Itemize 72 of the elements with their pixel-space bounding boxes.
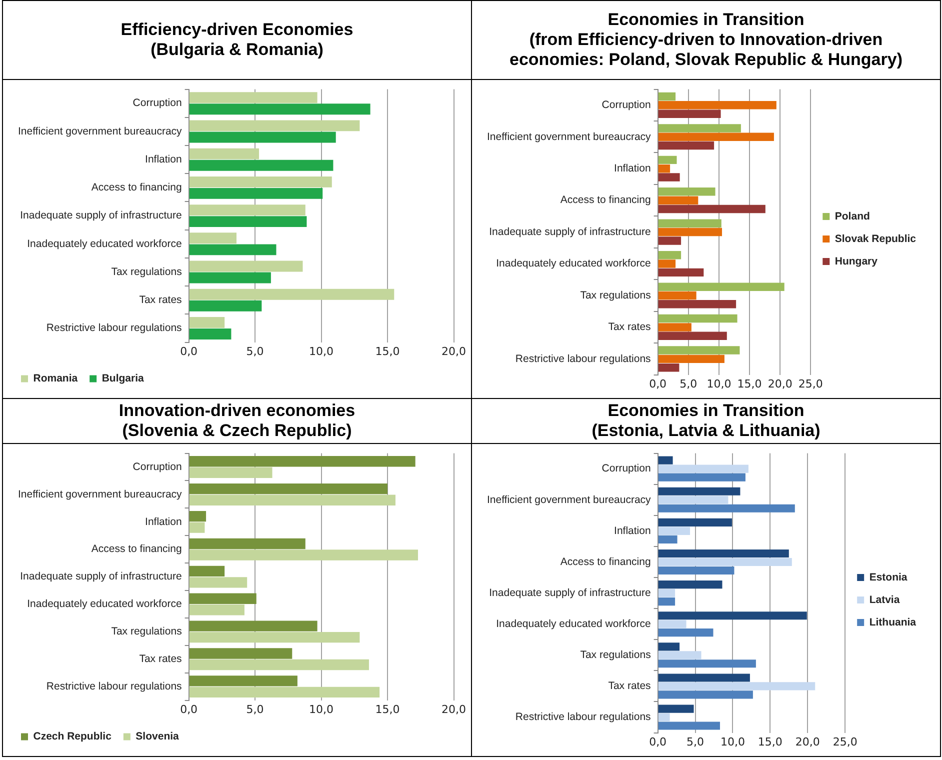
y-tick-label: Corruption xyxy=(602,462,651,475)
x-tick-label: 15,0 xyxy=(375,344,400,358)
y-tick-label: Tax regulations xyxy=(111,266,182,278)
y-tick-label: Inflation xyxy=(145,153,182,166)
chart-title: Efficiency-driven Economies (Bulgaria & Romania) xyxy=(3,1,471,80)
y-tick-label: Inefficient government bureaucracy xyxy=(486,130,652,143)
y-tick-label: Inadequately educated workforce xyxy=(27,238,182,250)
y-tick-label: Inflation xyxy=(614,162,651,174)
x-tick-label: 0,0 xyxy=(649,377,667,390)
y-tick-label: Tax rates xyxy=(139,653,182,666)
y-tick-label: Inadequately educated workforce xyxy=(496,258,651,270)
x-tick-label: 20,0 xyxy=(442,344,466,358)
x-tick-label: 10,0 xyxy=(309,344,334,358)
chart-title: Economies in Transition (from Efficiency-driven to Innovation-driven economies: Poland, Slovak Republic & Hungary) xyxy=(472,1,940,80)
legend-label: Estonia xyxy=(869,571,908,584)
x-tick-label: 10,0 xyxy=(309,702,334,716)
legend-label: Poland xyxy=(834,210,870,222)
y-tick-label: Corruption xyxy=(132,460,182,473)
y-tick-label: Restrictive labour regulations xyxy=(515,711,651,724)
x-tick-label: 15,0 xyxy=(375,702,400,716)
legend-label: Czech Republic xyxy=(33,730,112,743)
y-tick-label: Inefficient government bureaucracy xyxy=(18,488,183,500)
x-tick-label: 20,0 xyxy=(795,735,820,748)
y-tick-label: Inefficient government bureaucracy xyxy=(486,494,652,506)
y-tick-label: Corruption xyxy=(132,97,182,110)
x-tick-label: 5,0 xyxy=(686,735,704,748)
y-tick-label: Inefficient government bureaucracy xyxy=(18,125,183,138)
x-tick-label: 10,0 xyxy=(706,377,732,390)
x-tick-label: 5,0 xyxy=(680,377,698,390)
x-tick-label: 20,0 xyxy=(768,377,792,390)
legend-label: Bulgaria xyxy=(102,372,144,385)
legend-label: Romania xyxy=(33,372,78,385)
legend-label: Latvia xyxy=(869,594,900,606)
x-tick-label: 0,0 xyxy=(649,735,667,748)
legend-label: Hungary xyxy=(834,255,878,268)
x-tick-label: 25,0 xyxy=(832,735,858,748)
legend-label: Slovenia xyxy=(136,730,180,743)
x-tick-label: 15,0 xyxy=(737,377,762,390)
y-tick-label: Inadequate supply of infrastructure xyxy=(20,570,182,583)
y-tick-label: Tax regulations xyxy=(111,626,182,638)
x-tick-label: 5,0 xyxy=(246,702,264,716)
y-tick-label: Tax rates xyxy=(608,321,651,334)
y-tick-label: Access to financing xyxy=(91,543,182,556)
y-tick-label: Inflation xyxy=(614,524,651,537)
y-tick-label: Restrictive labour regulations xyxy=(46,322,182,334)
y-tick-label: Restrictive labour regulations xyxy=(515,352,651,365)
x-tick-label: 5,0 xyxy=(246,344,264,358)
y-tick-label: Corruption xyxy=(602,99,651,112)
chart-title: Innovation-driven economies (Slovenia & Czech Republic) xyxy=(3,399,471,444)
legend-label: Lithuania xyxy=(869,616,916,628)
y-tick-label: Inadequate supply of infrastructure xyxy=(489,586,651,599)
y-tick-label: Access to financing xyxy=(91,182,182,194)
y-tick-label: Tax regulations xyxy=(580,289,651,302)
x-tick-label: 0,0 xyxy=(180,702,198,716)
y-tick-label: Inflation xyxy=(145,516,182,528)
y-tick-label: Access to financing xyxy=(560,194,651,206)
y-tick-label: Inadequately educated workforce xyxy=(27,598,182,610)
y-tick-label: Tax rates xyxy=(139,294,182,306)
legend-label: Slovak Republic xyxy=(834,232,916,245)
y-tick-label: Access to financing xyxy=(560,556,651,568)
y-tick-label: Tax rates xyxy=(608,680,651,692)
x-tick-label: 10,0 xyxy=(720,735,745,748)
x-tick-label: 25,0 xyxy=(798,377,823,390)
x-tick-label: 20,0 xyxy=(442,702,466,716)
y-tick-label: Tax regulations xyxy=(580,649,651,662)
y-tick-label: Inadequate supply of infrastructure xyxy=(20,210,182,222)
y-tick-label: Restrictive labour regulations xyxy=(46,680,182,692)
x-tick-label: 15,0 xyxy=(758,735,782,748)
y-tick-label: Inadequate supply of infrastructure xyxy=(489,226,651,238)
x-tick-label: 0,0 xyxy=(180,344,198,358)
y-tick-label: Inadequately educated workforce xyxy=(496,618,651,630)
chart-title: Economies in Transition (Estonia, Latvia & Lithuania) xyxy=(472,399,940,444)
